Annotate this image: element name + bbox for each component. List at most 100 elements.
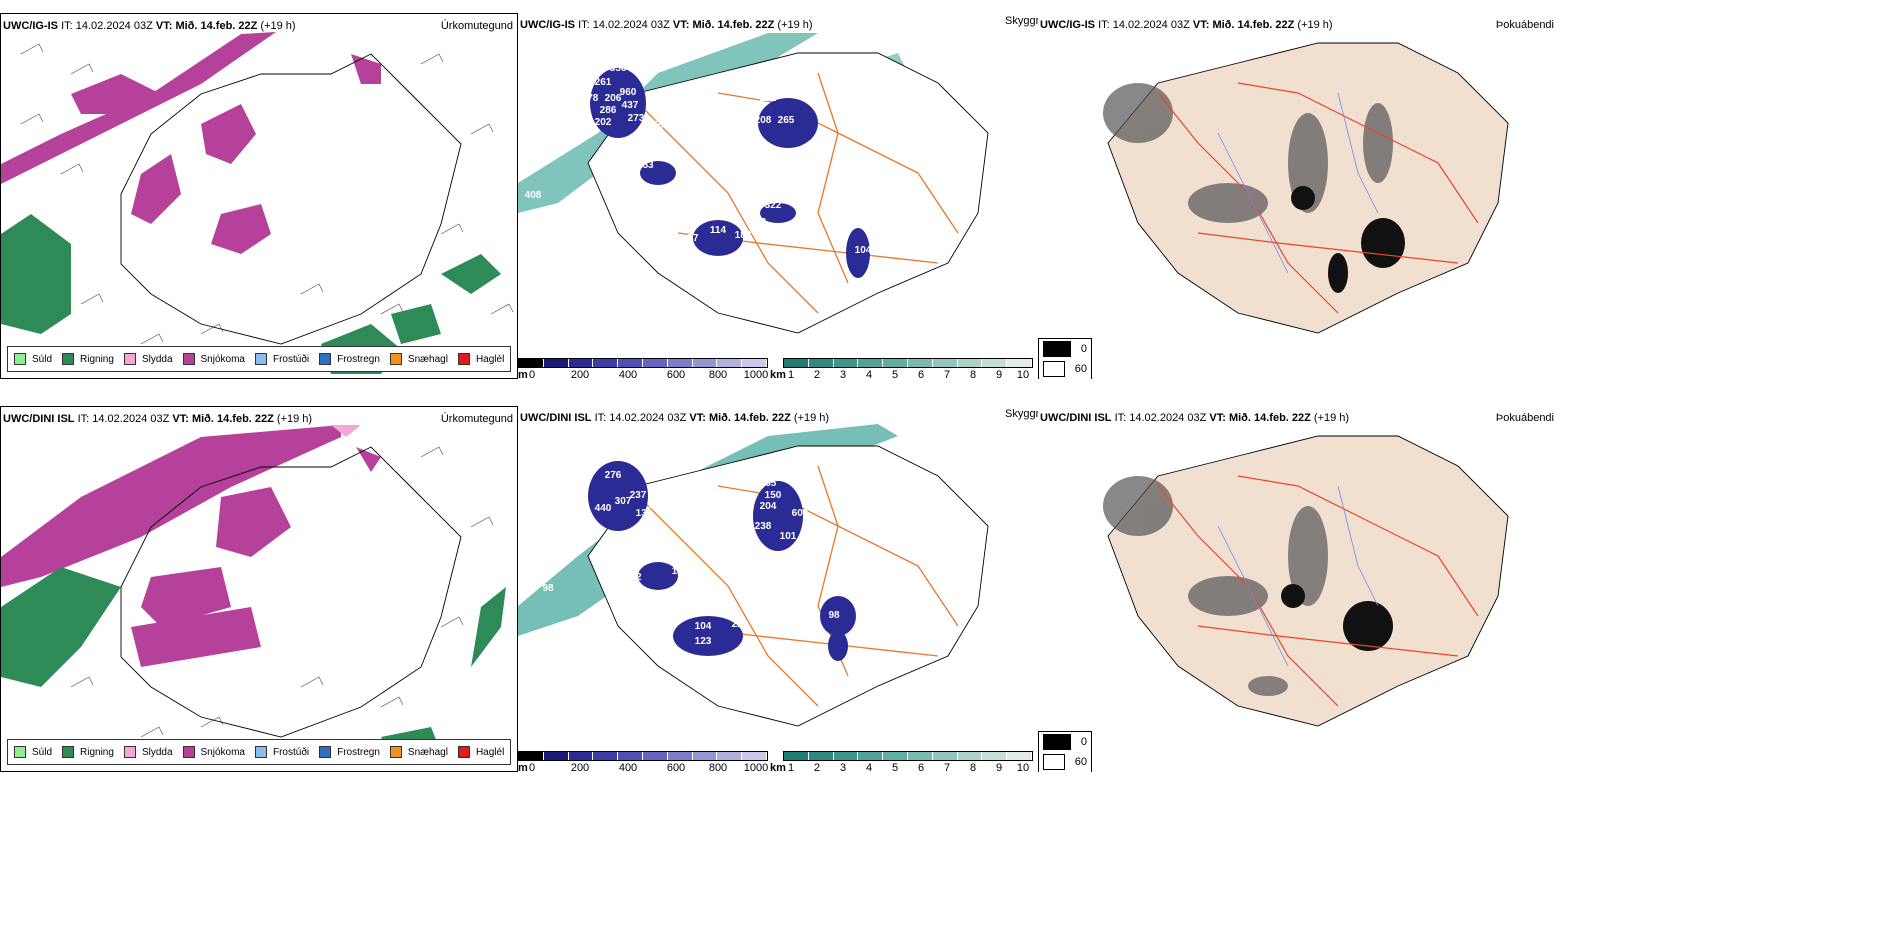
peak-label: 131 [636, 508, 653, 519]
fog-legend: 0 60 [1038, 338, 1092, 379]
peak-label: 206 [605, 93, 622, 104]
legend-swatch [1043, 361, 1065, 377]
legend-item: Snæhagl [389, 353, 448, 365]
panel-title: Úrkomutegund [440, 413, 513, 425]
legend-item: Rigning [62, 353, 114, 365]
visibility-tick: 10 [1016, 369, 1030, 379]
rivers [1217, 485, 1379, 667]
panel-title: Þokuábendi [1495, 19, 1554, 31]
iceland-outline [587, 52, 989, 334]
visibility-tick: 9 [995, 762, 1003, 772]
peak-label: 408 [525, 190, 542, 201]
legend-item: Haglél [457, 353, 504, 365]
visibility-tick: 6 [917, 369, 925, 379]
fog-indicator-panel-2: UWC/DINI ISL IT: 14.02.2024 03Z VT: Mið.… [1038, 406, 1558, 772]
elevation-scale: m 0 200 400 600 800 1000 [518, 751, 768, 772]
peak-label: 207 [635, 450, 652, 461]
peak-label: 150 [765, 490, 782, 501]
legend-swatch [182, 746, 195, 758]
fog-indicator-panel-1: UWC/IG-IS IT: 14.02.2024 03Z VT: Mið. 14… [1038, 13, 1558, 379]
peak-label: 125 [655, 150, 672, 161]
legend-item: Haglél [457, 746, 504, 758]
precip-legend: Súld Rigning Slydda Snjókoma Frostúði Fr… [7, 346, 512, 372]
elevation-tick: 0 [528, 369, 536, 379]
elevation-blobs [588, 461, 856, 661]
precip-type-panel-1: UWC/IG-IS IT: 14.02.2024 03Z VT: Mið. 14… [0, 13, 518, 379]
precip-map-1 [1, 32, 514, 374]
peak-label: 304 [665, 183, 682, 194]
peak-label: 68 [867, 273, 879, 284]
peak-label: 117 [685, 170, 702, 181]
elevation-tick: 400 [618, 369, 638, 379]
peak-label: 131 [648, 500, 665, 511]
visibility-panel-2: 207 276 336 201 457 440 307 237 131 131 173 69 164 62… [518, 406, 1038, 772]
peak-label: 46 [627, 177, 639, 188]
peak-label: 82 [692, 605, 704, 616]
visibility-panel-1: 356 152 261 960 578 206 437 286 273 219 487 202 55 12… [518, 13, 1038, 379]
panel-title: Skyggni [1005, 15, 1038, 27]
visibility-tick: 8 [969, 369, 977, 379]
peak-label: 123 [695, 636, 712, 647]
peak-label: 72 [767, 584, 779, 595]
peak-label: 202 [595, 117, 612, 128]
fog-map-2 [1103, 435, 1509, 727]
legend-swatch [62, 353, 75, 365]
panel-header: UWC/DINI ISL IT: 14.02.2024 03Z VT: Mið.… [1040, 412, 1350, 424]
peak-label: 237 [630, 490, 647, 501]
elevation-tick: 600 [666, 762, 686, 772]
elevation-tick: 600 [666, 369, 686, 379]
peak-label: 53 [642, 160, 654, 171]
legend-swatch [1043, 754, 1065, 770]
legend-item: Slydda [123, 746, 173, 758]
visibility-map-1 [518, 33, 989, 334]
peak-label: 98 [828, 610, 840, 621]
legend-swatch [14, 353, 26, 365]
iceland-outline [120, 446, 462, 738]
precip-legend: Súld Rigning Slydda Snjókoma Frostúði Fr… [7, 739, 512, 765]
legend-swatch [123, 746, 136, 758]
precip-type-panel-2: UWC/DINI ISL IT: 14.02.2024 03Z VT: Mið.… [0, 406, 518, 772]
peak-label: 487 [570, 129, 587, 140]
peak-label: 101 [780, 531, 797, 542]
visibility-tick: 10 [1016, 762, 1030, 772]
peak-label: 104 [855, 245, 872, 256]
elevation-blobs [590, 68, 870, 278]
peak-label: 104 [695, 621, 712, 632]
peak-label: 98 [542, 583, 554, 594]
peak-label: 457 [572, 513, 589, 524]
legend-item: Frostúði [254, 746, 309, 758]
peak-label: 55 [652, 120, 664, 131]
legend-swatch [182, 353, 195, 365]
legend-swatch [319, 353, 332, 365]
peak-label: 607 [792, 508, 809, 519]
peak-label: 188 [735, 230, 752, 241]
legend-swatch [123, 353, 136, 365]
panel-header: UWC/IG-IS IT: 14.02.2024 03Z VT: Mið. 14… [3, 20, 296, 32]
peak-label: 64 [687, 220, 699, 231]
legend-swatch [457, 746, 470, 758]
visibility-unit: km [770, 369, 786, 379]
visibility-tick: 8 [969, 762, 977, 772]
fog-legend: 0 60 [1038, 731, 1092, 772]
peak-label: 219 [660, 99, 677, 110]
iceland-outline [587, 445, 989, 727]
elevation-unit: m [518, 369, 528, 379]
peak-label: 229 [732, 619, 749, 630]
peak-label: 307 [615, 496, 632, 507]
peak-label: 286 [600, 105, 617, 116]
peak-label: 77 [687, 233, 699, 244]
visibility-tick: 4 [865, 762, 873, 772]
peak-label: 276 [750, 217, 767, 228]
legend-item: Súld [14, 353, 52, 365]
visibility-tick: 9 [995, 369, 1003, 379]
legend-item: Rigning [62, 746, 114, 758]
legend-item: Frostregn [319, 353, 380, 365]
legend-swatch [254, 353, 267, 365]
visibility-tick: 5 [891, 369, 899, 379]
peak-label: 322 [765, 200, 782, 211]
rivers [1217, 92, 1379, 274]
visibility-tick: 1 [787, 369, 795, 379]
peak-label: 210 [737, 588, 754, 599]
